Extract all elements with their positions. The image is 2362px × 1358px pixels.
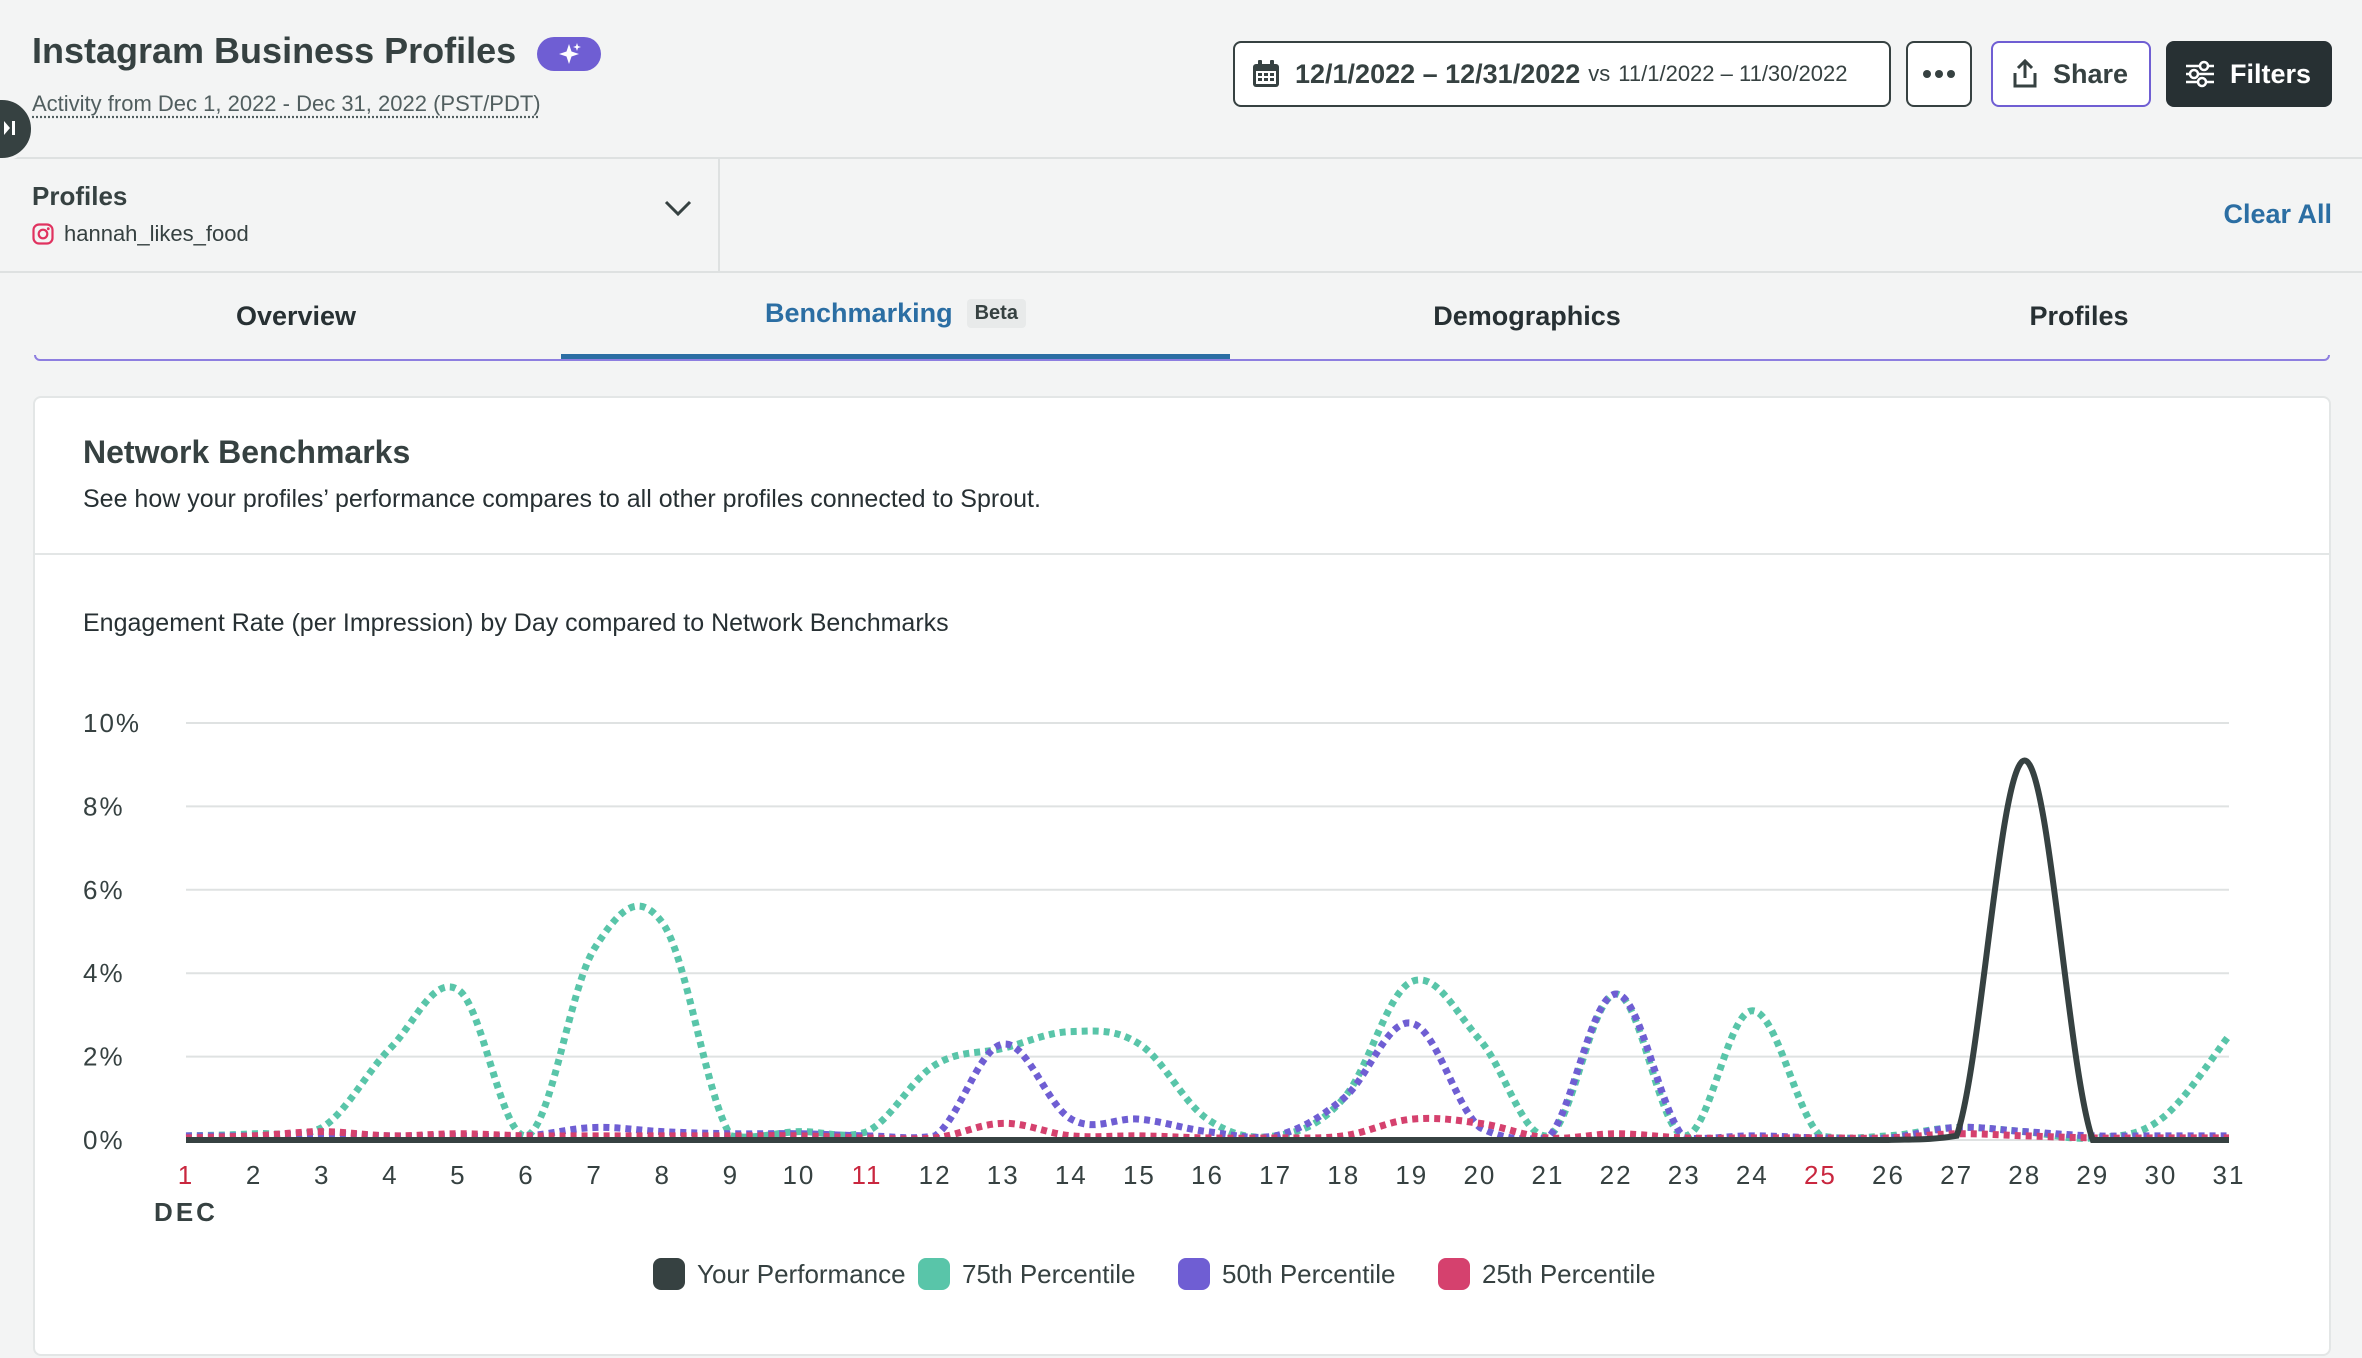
x-tick-label: 22 xyxy=(1600,1160,1633,1190)
x-tick-label: 26 xyxy=(1872,1160,1905,1190)
sliders-icon xyxy=(2186,60,2214,88)
tabs-panel-edge xyxy=(34,355,2330,361)
filters-button[interactable]: Filters xyxy=(2166,41,2332,107)
legend-label: Your Performance xyxy=(697,1259,906,1289)
x-tick-label: 25 xyxy=(1804,1160,1837,1190)
card-description: See how your profiles’ performance compa… xyxy=(83,485,1041,513)
date-range-text: 12/1/2022 – 12/31/2022 xyxy=(1295,58,1581,89)
x-tick-label: 8 xyxy=(654,1160,670,1190)
report-tabs: Overview Benchmarking Beta Demographics … xyxy=(0,273,2362,359)
tab-demographics[interactable]: Demographics xyxy=(1230,273,1824,359)
y-tick-label: 6% xyxy=(83,875,125,905)
y-tick-label: 10% xyxy=(83,708,141,738)
x-tick-label: 27 xyxy=(1940,1160,1973,1190)
more-options-button[interactable] xyxy=(1906,41,1972,107)
legend-swatch xyxy=(1438,1258,1470,1290)
page-header: Instagram Business Profiles Activity fro… xyxy=(0,0,2362,161)
x-tick-label: 11 xyxy=(852,1160,883,1190)
profile-name: hannah_likes_food xyxy=(64,221,249,246)
chevron-down-icon[interactable] xyxy=(664,199,692,217)
tab-demographics-label: Demographics xyxy=(1433,300,1621,331)
x-tick-label: 15 xyxy=(1123,1160,1156,1190)
share-button-label: Share xyxy=(2053,58,2129,89)
tab-overview-label: Overview xyxy=(235,300,357,331)
y-tick-label: 4% xyxy=(83,958,125,988)
x-tick-label: 4 xyxy=(382,1160,398,1190)
x-tick-label: 21 xyxy=(1532,1160,1565,1190)
y-tick-label: 0% xyxy=(83,1125,125,1155)
series-line-75th-percentile xyxy=(185,902,2232,1142)
activity-range-text: Activity from Dec 1, 2022 - Dec 31, 2022… xyxy=(32,91,541,116)
clear-all-link[interactable]: Clear All xyxy=(2223,199,2332,229)
x-tick-label: 3 xyxy=(314,1160,330,1190)
x-tick-label: 30 xyxy=(2144,1160,2177,1190)
x-tick-label: 5 xyxy=(450,1160,466,1190)
ai-assist-button[interactable] xyxy=(537,37,601,71)
chart-title: Engagement Rate (per Impression) by Day … xyxy=(83,609,949,637)
x-tick-label: 31 xyxy=(2213,1160,2246,1190)
x-tick-label: 1 xyxy=(178,1160,194,1190)
y-tick-label: 2% xyxy=(83,1042,125,1072)
legend-label: 25th Percentile xyxy=(1482,1259,1655,1289)
collapse-sidebar-button[interactable] xyxy=(0,97,34,161)
x-tick-label: 13 xyxy=(987,1160,1020,1190)
x-tick-label: 2 xyxy=(246,1160,262,1190)
y-tick-label: 8% xyxy=(83,791,125,821)
beta-badge: Beta xyxy=(966,299,1026,328)
legend-label: 50th Percentile xyxy=(1222,1259,1395,1289)
compare-range-text: 11/1/2022 – 11/30/2022 xyxy=(1618,61,1848,86)
series-line-your-performance xyxy=(185,757,2229,1144)
x-tick-label: 6 xyxy=(518,1160,534,1190)
share-icon xyxy=(2013,59,2037,88)
x-month-label: DEC xyxy=(154,1197,218,1227)
x-tick-label: 17 xyxy=(1259,1160,1292,1190)
tab-benchmarking-label: Benchmarking xyxy=(765,298,953,328)
x-tick-label: 19 xyxy=(1395,1160,1428,1190)
card-divider xyxy=(35,553,2329,555)
sparkle-icon xyxy=(559,43,581,64)
compare-prefix: vs xyxy=(1588,61,1611,86)
calendar-icon xyxy=(1253,60,1279,87)
profiles-filter-dropdown[interactable]: Profiles hannah_likes_food xyxy=(0,159,720,271)
series-line-25th-percentile xyxy=(185,1114,2229,1143)
share-button[interactable]: Share xyxy=(1991,41,2151,107)
x-tick-label: 23 xyxy=(1668,1160,1701,1190)
engagement-rate-chart: 0%2%4%6%8%10%1 2 3 4 5 6 7 8 9 10 11 12 13 14 15 16 17 18… xyxy=(83,708,2246,1290)
x-tick-label: 12 xyxy=(919,1160,952,1190)
legend-label: 75th Percentile xyxy=(962,1259,1135,1289)
tab-benchmarking[interactable]: Benchmarking Beta xyxy=(561,273,1230,359)
x-tick-label: 29 xyxy=(2076,1160,2109,1190)
x-tick-label: 9 xyxy=(723,1160,739,1190)
selected-profile: hannah_likes_food xyxy=(32,221,249,247)
x-tick-label: 16 xyxy=(1191,1160,1224,1190)
page-title: Instagram Business Profiles xyxy=(32,30,517,71)
date-range-button[interactable]: 12/1/2022 – 12/31/2022 vs 11/1/2022 – 11… xyxy=(1233,41,1891,107)
ellipsis-icon xyxy=(1923,70,1955,78)
network-benchmarks-card: Network Benchmarks See how your profiles… xyxy=(33,396,2331,1356)
x-tick-label: 28 xyxy=(2008,1160,2041,1190)
legend-swatch xyxy=(653,1258,685,1290)
filters-button-label: Filters xyxy=(2230,58,2312,89)
profiles-filter-label: Profiles xyxy=(32,181,128,211)
x-tick-label: 10 xyxy=(782,1160,815,1190)
card-title: Network Benchmarks xyxy=(83,434,411,470)
legend-swatch xyxy=(1178,1258,1210,1290)
tab-overview[interactable]: Overview xyxy=(34,273,558,359)
x-tick-label: 7 xyxy=(586,1160,602,1190)
filter-bar: Profiles hannah_likes_food Clear All xyxy=(0,159,2362,273)
x-tick-label: 20 xyxy=(1463,1160,1496,1190)
collapse-icon xyxy=(4,121,15,135)
x-tick-label: 24 xyxy=(1736,1160,1769,1190)
x-tick-label: 14 xyxy=(1055,1160,1088,1190)
legend-swatch xyxy=(918,1258,950,1290)
x-tick-label: 18 xyxy=(1327,1160,1360,1190)
tab-profiles-label: Profiles xyxy=(2029,300,2129,331)
instagram-icon xyxy=(32,223,54,245)
tab-profiles[interactable]: Profiles xyxy=(1824,273,2334,359)
